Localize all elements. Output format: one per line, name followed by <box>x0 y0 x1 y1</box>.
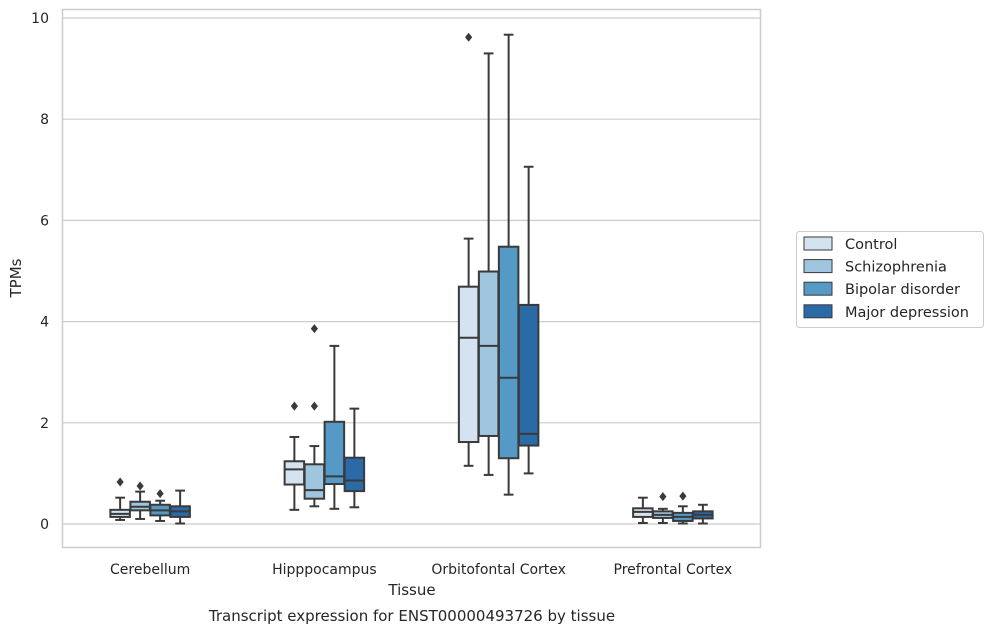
outlier-point <box>659 492 667 502</box>
chart-title: Transcript expression for ENST0000049372… <box>208 607 615 625</box>
outlier-point <box>156 489 164 499</box>
iqr-box <box>517 303 540 447</box>
box-control <box>457 32 480 467</box>
outlier-point <box>310 324 318 334</box>
box-schizophrenia <box>652 492 674 524</box>
iqr-box <box>477 270 500 437</box>
y-tick-label: 10 <box>31 11 49 27</box>
legend-swatch <box>803 236 833 251</box>
plot-frame <box>61 8 762 549</box>
box-major-depression <box>343 407 366 509</box>
iqr-box <box>457 285 480 444</box>
legend-frame <box>796 231 984 328</box>
box-major-depression <box>517 165 540 475</box>
box-bipolar-disorder <box>323 344 346 510</box>
outlier-point <box>465 32 473 42</box>
box-bipolar-disorder <box>497 33 520 496</box>
outlier-point <box>290 401 298 411</box>
y-axis-label: TPMs <box>7 258 25 298</box>
iqr-box <box>303 463 326 500</box>
y-tick-label: 8 <box>40 112 49 128</box>
x-tick-label: Hipppocampus <box>272 562 377 578</box>
y-tick-label: 4 <box>40 315 49 331</box>
iqr-box <box>323 420 346 486</box>
outlier-point <box>310 401 318 411</box>
legend-swatch <box>803 281 833 296</box>
x-tick-label: Prefrontal Cortex <box>614 562 733 578</box>
box-major-depression <box>169 489 191 525</box>
box-schizophrenia <box>477 52 500 476</box>
x-tick-label: Orbitofontal Cortex <box>431 562 566 578</box>
x-tick-labels: Cerebellum Hipppocampus Orbitofontal Corte… <box>110 562 732 578</box>
x-axis-label: Tissue <box>387 581 435 599</box>
legend-label: Major depression <box>845 305 969 321</box>
y-tick-labels: 0 2 4 6 8 10 <box>31 11 49 533</box>
legend-swatch <box>803 304 833 319</box>
box-bipolar-disorder <box>149 489 171 522</box>
y-tick-label: 0 <box>40 517 49 533</box>
legend: Control Schizophrenia Bipolar disorder Majo… <box>796 231 984 328</box>
box-bipolar-disorder <box>672 491 694 525</box>
box-control <box>283 401 306 511</box>
legend-label: Schizophrenia <box>845 260 947 276</box>
box-control <box>109 477 131 521</box>
y-tick-label: 2 <box>40 416 49 432</box>
legend-swatch <box>803 259 833 274</box>
box-schizophrenia <box>129 481 151 520</box>
box-groups <box>109 32 714 525</box>
iqr-box <box>343 456 366 493</box>
iqr-box <box>283 460 306 486</box>
legend-label: Control <box>845 237 897 253</box>
y-tick-label: 6 <box>40 213 49 229</box>
x-tick-label: Cerebellum <box>110 562 190 578</box>
outlier-point <box>116 477 124 487</box>
box-schizophrenia <box>303 324 326 508</box>
iqr-box <box>497 245 520 460</box>
legend-label: Bipolar disorder <box>845 282 960 298</box>
outlier-point <box>136 481 144 491</box>
outlier-point <box>679 491 687 501</box>
box-major-depression <box>692 503 714 525</box>
gridlines <box>63 17 760 525</box>
box-control <box>632 496 654 524</box>
